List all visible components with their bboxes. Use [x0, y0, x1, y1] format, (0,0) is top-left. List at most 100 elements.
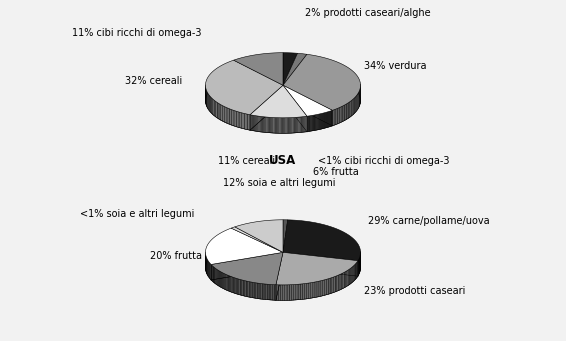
Polygon shape	[353, 98, 354, 115]
Polygon shape	[295, 117, 297, 133]
Polygon shape	[221, 105, 222, 121]
Polygon shape	[303, 117, 305, 132]
Polygon shape	[235, 278, 236, 294]
Polygon shape	[291, 285, 294, 300]
Polygon shape	[301, 117, 302, 132]
Polygon shape	[239, 112, 242, 128]
Polygon shape	[233, 277, 235, 293]
Polygon shape	[216, 269, 217, 285]
Polygon shape	[271, 284, 272, 300]
Polygon shape	[280, 118, 281, 133]
Text: 29% carne/pollame/uova: 29% carne/pollame/uova	[368, 216, 490, 226]
Polygon shape	[212, 266, 213, 282]
Text: 11% cibi ricchi di omega-3: 11% cibi ricchi di omega-3	[72, 28, 201, 38]
Polygon shape	[294, 117, 295, 133]
Polygon shape	[276, 285, 278, 300]
Polygon shape	[283, 54, 361, 110]
Polygon shape	[278, 285, 280, 300]
Polygon shape	[328, 278, 330, 294]
Polygon shape	[229, 276, 231, 292]
Polygon shape	[211, 265, 212, 281]
Polygon shape	[289, 285, 291, 300]
Polygon shape	[272, 117, 273, 133]
Polygon shape	[350, 268, 351, 284]
Polygon shape	[264, 284, 265, 299]
Polygon shape	[255, 116, 256, 131]
Polygon shape	[306, 116, 307, 132]
Polygon shape	[242, 280, 243, 296]
Polygon shape	[340, 106, 342, 123]
Polygon shape	[269, 284, 271, 300]
Polygon shape	[246, 281, 248, 297]
Polygon shape	[219, 271, 220, 287]
Polygon shape	[221, 272, 222, 288]
Polygon shape	[260, 116, 261, 132]
Polygon shape	[237, 279, 239, 295]
Polygon shape	[245, 114, 247, 130]
Polygon shape	[243, 280, 245, 296]
Polygon shape	[325, 279, 327, 295]
Polygon shape	[341, 273, 343, 289]
Polygon shape	[220, 271, 221, 287]
Polygon shape	[302, 284, 305, 299]
Polygon shape	[280, 285, 282, 300]
Polygon shape	[258, 116, 259, 132]
Polygon shape	[293, 117, 294, 133]
Polygon shape	[350, 101, 351, 117]
Polygon shape	[263, 117, 264, 132]
Polygon shape	[205, 60, 283, 115]
Title: USA: USA	[269, 154, 297, 167]
Polygon shape	[333, 277, 335, 293]
Polygon shape	[222, 106, 225, 122]
Polygon shape	[282, 118, 284, 133]
Polygon shape	[340, 274, 341, 290]
Text: 11% cereali: 11% cereali	[218, 155, 275, 165]
Polygon shape	[358, 260, 359, 276]
Polygon shape	[213, 266, 214, 283]
Polygon shape	[335, 276, 337, 292]
Polygon shape	[292, 118, 293, 133]
Polygon shape	[266, 117, 267, 133]
Polygon shape	[234, 53, 283, 85]
Polygon shape	[239, 279, 240, 295]
Polygon shape	[251, 115, 252, 131]
Polygon shape	[252, 115, 253, 131]
Polygon shape	[335, 108, 337, 125]
Polygon shape	[262, 284, 264, 299]
Polygon shape	[267, 117, 268, 133]
Polygon shape	[261, 117, 262, 132]
Polygon shape	[232, 277, 233, 293]
Polygon shape	[260, 283, 262, 299]
Polygon shape	[210, 263, 211, 279]
Polygon shape	[224, 273, 225, 289]
Polygon shape	[250, 115, 251, 130]
Polygon shape	[235, 220, 283, 252]
Polygon shape	[207, 91, 208, 108]
Polygon shape	[346, 271, 347, 287]
Polygon shape	[358, 91, 359, 108]
Polygon shape	[249, 282, 251, 297]
Polygon shape	[299, 117, 300, 133]
Polygon shape	[217, 102, 219, 119]
Polygon shape	[247, 114, 250, 130]
Polygon shape	[209, 95, 210, 112]
Text: <1% soia e altri legumi: <1% soia e altri legumi	[79, 209, 194, 219]
Polygon shape	[356, 263, 357, 279]
Polygon shape	[272, 285, 274, 300]
Polygon shape	[228, 275, 229, 291]
Polygon shape	[313, 282, 315, 298]
Polygon shape	[357, 94, 358, 111]
Text: <1% cibi ricchi di omega-3: <1% cibi ricchi di omega-3	[318, 155, 449, 165]
Polygon shape	[351, 99, 353, 116]
Polygon shape	[287, 118, 288, 133]
Polygon shape	[271, 117, 272, 133]
Polygon shape	[354, 264, 355, 281]
Polygon shape	[214, 267, 215, 283]
Polygon shape	[226, 274, 227, 290]
Polygon shape	[275, 118, 276, 133]
Polygon shape	[222, 272, 224, 289]
Polygon shape	[259, 283, 260, 299]
Polygon shape	[274, 118, 275, 133]
Polygon shape	[242, 113, 245, 129]
Polygon shape	[225, 107, 227, 123]
